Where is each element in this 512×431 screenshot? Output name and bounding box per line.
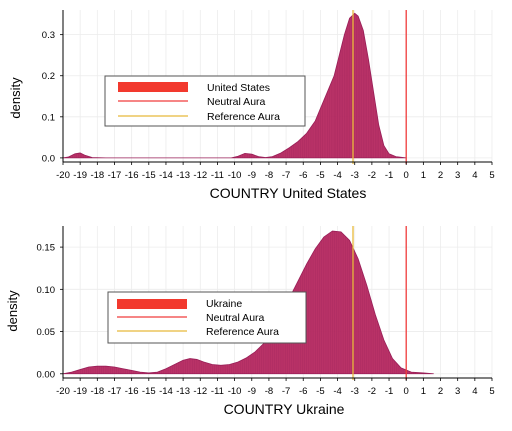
density-area: [62, 230, 434, 375]
legend-label-neutral: Neutral Aura: [206, 312, 265, 324]
axes: [60, 10, 493, 165]
y-axis-label: density: [8, 77, 23, 119]
y-tick-label: 0.2: [42, 71, 55, 82]
legend-label-series: Ukraine: [206, 298, 242, 310]
x-tick-label: -15: [142, 170, 156, 181]
x-tick-label: -13: [176, 386, 190, 397]
y-tick-label: 0.10: [37, 285, 56, 296]
legend-swatch-fill: [118, 82, 188, 92]
x-tick-label: 3: [455, 386, 460, 397]
x-tick-label: -5: [316, 386, 324, 397]
x-tick-labels: -20 -19 -18 -17 -16 -15 -14 -13 -12 -11 -10 -9 -8 -7-…: [56, 170, 495, 181]
x-tick-labels: -20 -19 -18 -17 -16 -15 -14 -13 -12 -11 -10 -9 -8 -7-…: [56, 386, 495, 397]
x-tick-label: -7: [282, 170, 290, 181]
x-tick-label: 1: [421, 386, 426, 397]
x-tick-label: -11: [211, 170, 224, 181]
legend-swatch-fill: [117, 299, 187, 309]
x-tick-label: -13: [176, 170, 190, 181]
x-tick-label: -19: [73, 386, 87, 397]
y-tick-label: 0.0: [42, 153, 55, 164]
legend-label-reference: Reference Aura: [207, 111, 280, 123]
x-tick-label: 2: [438, 170, 443, 181]
legend: Ukraine Neutral Aura Reference Aura: [107, 291, 307, 344]
x-tick-label: 5: [489, 170, 494, 181]
density-area-path: [62, 230, 434, 375]
x-tick-label: -10: [228, 386, 242, 397]
x-tick-label: -6: [299, 170, 307, 181]
x-tick-label: -16: [125, 386, 139, 397]
x-tick-label: 5: [489, 386, 494, 397]
legend-label-reference: Reference Aura: [206, 326, 279, 338]
x-tick-label: 2: [438, 386, 443, 397]
x-tick-label: -17: [108, 170, 122, 181]
x-tick-label: -2: [368, 386, 376, 397]
x-tick-label: -2: [368, 170, 376, 181]
x-tick-label: -4: [333, 170, 341, 181]
chart-ukraine: -20 -19 -18 -17 -16 -15 -14 -13 -12 -11 -10 -9 -8 -7-…: [5, 226, 495, 417]
x-tick-label: -12: [193, 170, 207, 181]
x-tick-label: -14: [159, 386, 173, 397]
chart-united-states: -20 -19 -18 -17 -16 -15 -14 -13 -12 -11 -10 -9 -8 -7-…: [8, 10, 495, 201]
x-tick-label: -15: [142, 386, 156, 397]
y-tick-labels: 0.0 0.1 0.2 0.3: [42, 30, 55, 164]
y-tick-label: 0.05: [37, 327, 56, 338]
x-tick-label: -11: [211, 386, 224, 397]
x-tick-label: -6: [299, 386, 307, 397]
legend: United States Neutral Aura Reference Aur…: [104, 75, 306, 127]
x-tick-label: 4: [472, 170, 477, 181]
x-tick-label: -9: [248, 386, 256, 397]
x-tick-label: -3: [350, 386, 358, 397]
x-tick-label: -8: [265, 386, 273, 397]
y-tick-label: 0.3: [42, 30, 55, 41]
x-tick-label: -20: [56, 386, 70, 397]
x-tick-label: 4: [472, 386, 477, 397]
x-tick-label: -1: [385, 386, 393, 397]
x-axis-label: COUNTRY United States: [210, 185, 367, 201]
y-tick-label: 0.15: [37, 243, 56, 254]
y-tick-label: 0.1: [42, 112, 55, 123]
x-tick-label: -16: [125, 170, 139, 181]
x-tick-label: -5: [316, 170, 324, 181]
legend-label-neutral: Neutral Aura: [207, 96, 266, 108]
x-tick-label: -8: [265, 170, 273, 181]
x-tick-label: -17: [108, 386, 122, 397]
legend-label-series: United States: [207, 82, 270, 94]
x-tick-label: -9: [248, 170, 256, 181]
x-tick-label: 1: [421, 170, 426, 181]
x-tick-label: 0: [404, 170, 409, 181]
x-tick-label: -10: [228, 170, 242, 181]
x-tick-label: 0: [404, 386, 409, 397]
x-tick-label: -18: [90, 170, 104, 181]
x-tick-label: -20: [56, 170, 70, 181]
x-tick-label: -3: [350, 170, 358, 181]
density-area-path: [62, 12, 407, 159]
y-tick-labels: 0.00 0.05 0.10 0.15: [37, 243, 56, 381]
x-tick-label: -14: [159, 170, 173, 181]
y-tick-label: 0.00: [37, 369, 56, 380]
x-tick-label: -7: [282, 386, 290, 397]
x-tick-label: -4: [333, 386, 341, 397]
x-tick-label: 3: [455, 170, 460, 181]
x-tick-label: -19: [73, 170, 87, 181]
y-axis-label: density: [5, 290, 20, 332]
x-tick-label: -1: [385, 170, 393, 181]
x-axis-label: COUNTRY Ukraine: [224, 401, 345, 417]
x-tick-label: -18: [90, 386, 104, 397]
x-tick-label: -12: [193, 386, 207, 397]
axes: [60, 226, 493, 381]
